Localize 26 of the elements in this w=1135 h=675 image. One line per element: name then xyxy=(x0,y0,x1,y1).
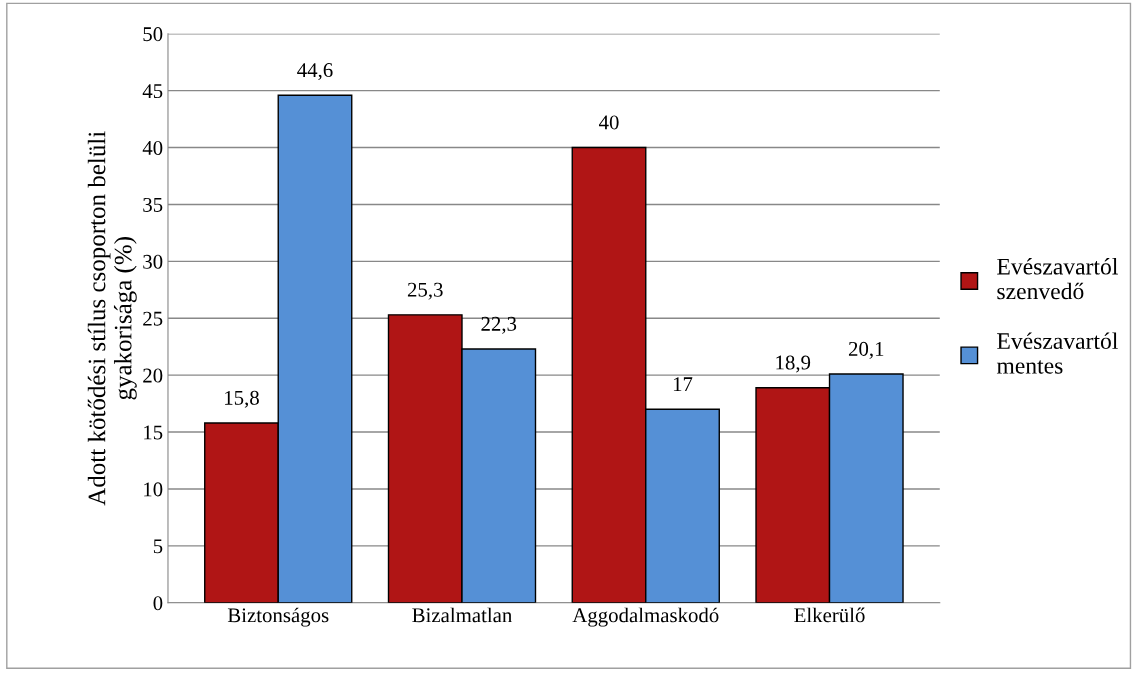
data-label: 20,1 xyxy=(848,341,884,359)
x-tick-label: Bizalmatlan xyxy=(412,607,513,623)
data-label: 17 xyxy=(673,377,693,391)
data-label: 44,6 xyxy=(297,63,333,81)
data-label: 15,8 xyxy=(225,390,259,408)
y-tick-label: 35 xyxy=(143,197,163,212)
y-tick-label: 15 xyxy=(144,425,163,440)
y-tick-label: 5 xyxy=(153,539,163,554)
legend-label: Evészavartól szenvedő xyxy=(997,257,1118,300)
data-label: 25,3 xyxy=(407,282,443,300)
y-tick-label: 10 xyxy=(144,482,163,497)
y-tick-label: 25 xyxy=(143,311,163,326)
y-tick-label: 30 xyxy=(143,254,163,269)
x-tick-label: Aggodalmaskodó xyxy=(572,607,719,627)
x-tick-label: Elkerülő xyxy=(794,607,865,623)
y-axis-title: Adott kötődési stílus csoporton belüli gyakorisága (%) xyxy=(87,131,137,506)
legend-label: Evészavartól mentes xyxy=(996,332,1118,374)
y-tick-label: 40 xyxy=(142,140,163,155)
data-label: 18,9 xyxy=(776,355,811,373)
data-label: 22,3 xyxy=(481,316,517,334)
y-tick-label: 0 xyxy=(153,596,163,611)
x-tick-label: Biztonságos xyxy=(227,607,329,627)
y-tick-label: 45 xyxy=(142,84,163,99)
y-tick-label: 50 xyxy=(143,27,163,42)
y-tick-label: 20 xyxy=(143,368,163,383)
data-label: 40 xyxy=(599,115,619,130)
